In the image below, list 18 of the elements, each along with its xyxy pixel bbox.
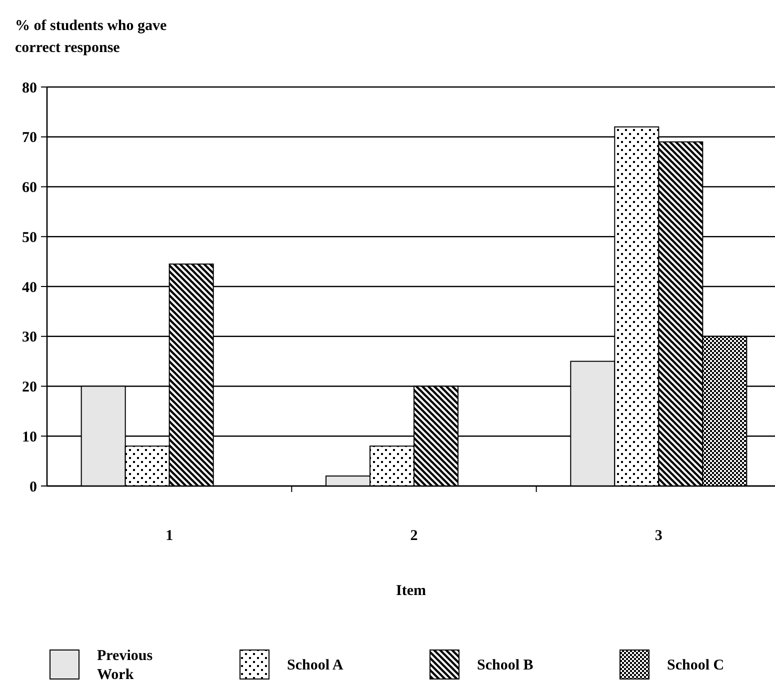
x-tick-label: 3 [654,528,662,544]
legend-label: School B [477,657,534,674]
y-tick-label: 20 [22,380,37,396]
y-axis-title: % of students who gave correct response [15,18,168,56]
x-tick-label: 2 [410,528,418,544]
y-tick-label: 70 [22,130,37,146]
y-tick-label: 50 [22,230,37,246]
y-tick-label: 10 [22,429,37,446]
legend-label: School C [667,657,724,674]
legend-label: School A [287,657,344,674]
x-tick-label: 1 [166,528,174,544]
y-tick-label: 0 [30,479,37,496]
y-tick-label: 40 [22,280,37,296]
legend-label: Previous Work [97,648,153,683]
x-axis-title: Item [396,583,426,599]
y-tick-label: 30 [22,330,37,346]
y-tick-label: 80 [22,80,37,96]
y-tick-label: 60 [22,180,37,196]
